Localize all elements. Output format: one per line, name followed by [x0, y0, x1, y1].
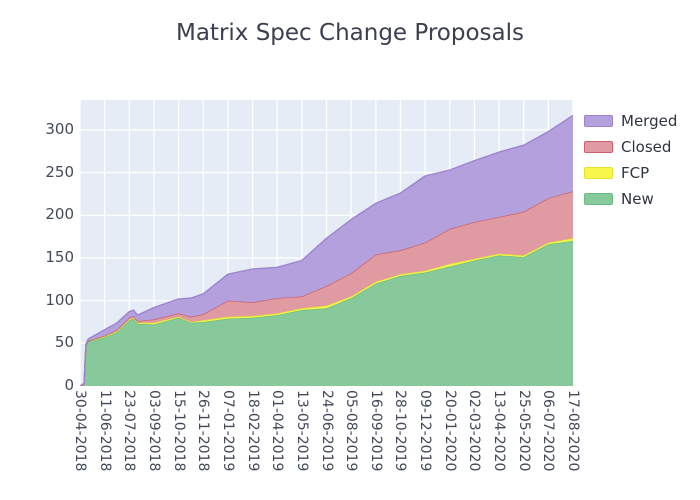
merged-swatch-icon: [584, 115, 613, 127]
y-tick-label: 250: [45, 162, 74, 181]
x-tick-label: 20-01-2020: [441, 390, 458, 472]
y-tick-label: 100: [45, 290, 74, 309]
y-tick-label: 200: [45, 205, 74, 224]
x-tick-label: 05-08-2019: [343, 390, 360, 472]
legend-item-merged[interactable]: Merged: [584, 108, 677, 134]
plot-area[interactable]: [80, 100, 573, 386]
x-tick-label: 13-04-2020: [491, 390, 508, 472]
x-tick-label: 24-06-2019: [318, 390, 335, 472]
x-tick-label: 07-01-2019: [219, 390, 236, 472]
fcp-swatch-icon: [584, 167, 613, 179]
new-swatch-icon: [584, 193, 613, 205]
x-tick-label: 26-11-2018: [195, 390, 212, 472]
y-tick-label: 300: [45, 119, 74, 138]
x-tick-label: 18-02-2019: [244, 390, 261, 472]
legend-label: New: [621, 190, 654, 208]
x-tick-label: 30-04-2018: [72, 390, 88, 472]
legend-item-fcp[interactable]: FCP: [584, 160, 677, 186]
x-tick-label: 17-08-2020: [565, 390, 581, 472]
x-tick-label: 23-07-2018: [121, 390, 138, 472]
x-tick-label: 13-05-2019: [293, 390, 310, 472]
x-tick-label: 09-12-2019: [417, 390, 434, 472]
y-tick-label: 150: [45, 247, 74, 266]
x-tick-label: 16-09-2019: [367, 390, 384, 472]
y-tick-label: 0: [64, 376, 74, 394]
y-tick-label: 50: [54, 333, 74, 352]
x-tick-label: 25-05-2020: [515, 390, 532, 472]
chart-legend: Merged Closed FCP New: [584, 108, 677, 212]
legend-label: Closed: [621, 138, 672, 156]
x-tick-label: 01-04-2019: [269, 390, 286, 472]
x-tick-label: 15-10-2018: [170, 390, 187, 472]
x-tick-label: 06-07-2020: [540, 390, 557, 472]
legend-label: Merged: [621, 112, 678, 130]
legend-label: FCP: [621, 164, 650, 182]
x-tick-label: 11-06-2018: [96, 390, 113, 472]
x-tick-label: 02-03-2020: [466, 390, 483, 472]
x-tick-label: 28-10-2019: [392, 390, 409, 472]
x-tick-label: 03-09-2018: [145, 390, 162, 472]
closed-swatch-icon: [584, 141, 613, 153]
legend-item-closed[interactable]: Closed: [584, 134, 677, 160]
legend-item-new[interactable]: New: [584, 186, 677, 212]
chart-title: Matrix Spec Change Proposals: [175, 20, 524, 46]
